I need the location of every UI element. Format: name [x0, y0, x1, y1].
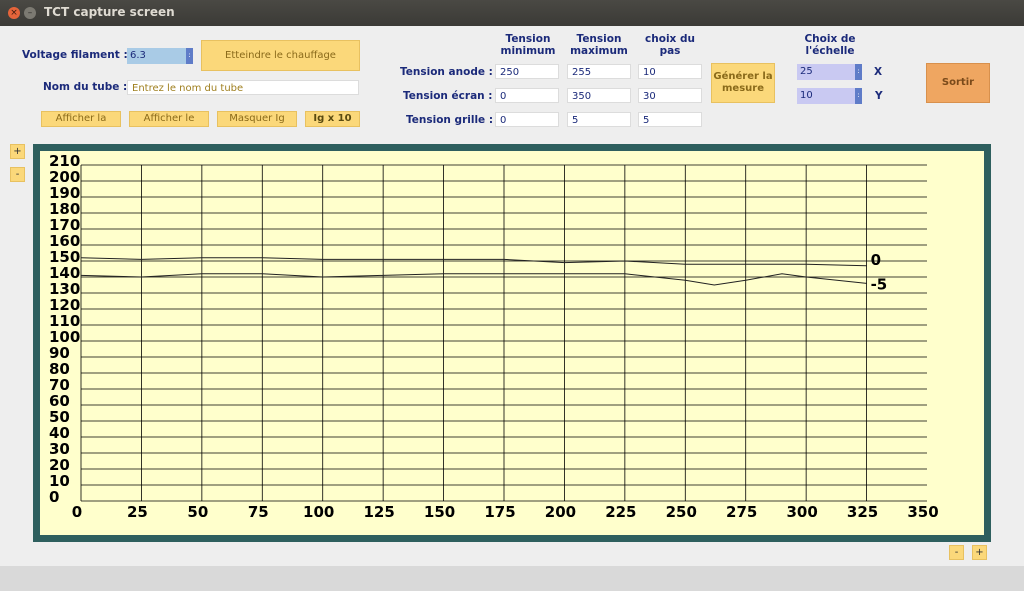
series-line-0	[80, 257, 867, 267]
y-tick-label: 20	[49, 456, 70, 474]
x-tick-label: 275	[726, 503, 757, 521]
scale-x-value: 25	[800, 66, 813, 77]
scale-x-spinner[interactable]: 25 :	[797, 64, 862, 80]
scale-header-line1: Choix de	[804, 33, 856, 45]
close-icon[interactable]: ×	[8, 7, 20, 19]
title-bar: × – TCT capture screen	[0, 0, 1024, 26]
filament-value: 6.3	[130, 50, 146, 61]
y-tick-label: 200	[49, 168, 80, 186]
filament-label: Voltage filament :	[22, 49, 128, 61]
y-tick-label: 120	[49, 296, 80, 314]
chart-area: 210 200 190 180 170 160 150 140 130 120 110 100 90 80…	[40, 151, 984, 535]
y-tick-label: 40	[49, 424, 70, 442]
x-tick-label: 50	[187, 503, 208, 521]
scale-x-label: X	[874, 66, 883, 78]
window-title: TCT capture screen	[44, 5, 175, 19]
x-tick-label: 25	[127, 503, 148, 521]
header-tension-max: Tension maximum	[567, 33, 631, 57]
y-tick-label: 30	[49, 440, 70, 458]
y-tick-label: 10	[49, 472, 70, 490]
chart-svg: 2102001901801701601501401301201101009080…	[49, 152, 939, 521]
zoom-in-horizontal-button[interactable]: +	[972, 545, 987, 560]
afficher-la-button[interactable]: Afficher la	[41, 111, 121, 127]
grille-max-input[interactable]: 5	[567, 112, 631, 127]
anode-step-input[interactable]: 10	[638, 64, 702, 79]
y-tick-label: 100	[49, 328, 80, 346]
y-tick-label: 210	[49, 152, 80, 170]
y-tick-label: 60	[49, 392, 70, 410]
generate-line2: mesure	[722, 83, 764, 94]
x-tick-label: 175	[484, 503, 515, 521]
grille-step-input[interactable]: 5	[638, 112, 702, 127]
zoom-in-vertical-button[interactable]: +	[10, 144, 25, 159]
y-tick-label: 80	[49, 360, 70, 378]
header-pas-line1: choix du	[645, 33, 695, 45]
status-bar	[0, 566, 1024, 591]
x-tick-label: 300	[786, 503, 817, 521]
series-label-0: 0	[871, 251, 881, 269]
header-pas-line2: pas	[659, 45, 681, 57]
scale-y-value: 10	[800, 90, 813, 101]
series-label-1: -5	[871, 275, 888, 293]
header-scale: Choix de l'échelle	[790, 33, 870, 57]
filament-spinner[interactable]: 6.3 :	[127, 48, 193, 64]
zoom-out-horizontal-button[interactable]: -	[949, 545, 964, 560]
spinner-arrows-icon[interactable]: :	[855, 88, 862, 104]
y-tick-label: 90	[49, 344, 70, 362]
ecran-step-input[interactable]: 30	[638, 88, 702, 103]
anode-max-input[interactable]: 255	[567, 64, 631, 79]
tube-label: Nom du tube :	[43, 81, 128, 93]
x-tick-label: 225	[605, 503, 636, 521]
afficher-le-button[interactable]: Afficher le	[129, 111, 209, 127]
grille-min-input[interactable]: 0	[495, 112, 559, 127]
y-tick-label: 170	[49, 216, 80, 234]
y-tick-label: 180	[49, 200, 80, 218]
anode-min-input[interactable]: 250	[495, 64, 559, 79]
header-choix-pas: choix du pas	[638, 33, 702, 57]
exit-button[interactable]: Sortir	[926, 63, 990, 103]
scale-y-spinner[interactable]: 10 :	[797, 88, 862, 104]
y-tick-label: 0	[49, 488, 59, 506]
header-min-line1: Tension	[505, 33, 551, 45]
ecran-max-input[interactable]: 350	[567, 88, 631, 103]
x-tick-label: 150	[424, 503, 455, 521]
y-tick-label: 160	[49, 232, 80, 250]
y-tick-label: 190	[49, 184, 80, 202]
series-line-1	[80, 273, 867, 286]
generate-measure-button[interactable]: Générer la mesure	[711, 63, 775, 103]
x-tick-label: 200	[545, 503, 576, 521]
zoom-out-vertical-button[interactable]: -	[10, 167, 25, 182]
y-tick-label: 150	[49, 248, 80, 266]
x-tick-label: 75	[248, 503, 269, 521]
header-max-line1: Tension	[576, 33, 622, 45]
header-tension-min: Tension minimum	[496, 33, 560, 57]
masquer-ig-button[interactable]: Masquer Ig	[217, 111, 297, 127]
ig-x10-button[interactable]: Ig x 10	[305, 111, 360, 127]
y-tick-label: 70	[49, 376, 70, 394]
heating-off-button[interactable]: Etteindre le chauffage	[201, 40, 360, 71]
y-tick-label: 140	[49, 264, 80, 282]
ecran-label: Tension écran :	[403, 90, 493, 102]
ecran-min-input[interactable]: 0	[495, 88, 559, 103]
y-tick-label: 110	[49, 312, 80, 330]
x-tick-label: 250	[666, 503, 697, 521]
y-tick-label: 130	[49, 280, 80, 298]
scale-y-label: Y	[875, 90, 883, 102]
generate-line1: Générer la	[713, 71, 773, 82]
x-tick-label: 350	[907, 503, 938, 521]
header-min-line2: minimum	[500, 45, 556, 57]
x-tick-label: 0	[72, 503, 82, 521]
y-tick-label: 50	[49, 408, 70, 426]
scale-header-line2: l'échelle	[805, 45, 855, 57]
x-tick-label: 100	[303, 503, 334, 521]
tube-name-input[interactable]: Entrez le nom du tube	[127, 80, 359, 95]
anode-label: Tension anode :	[400, 66, 493, 78]
x-tick-label: 325	[847, 503, 878, 521]
x-tick-label: 125	[363, 503, 394, 521]
grille-label: Tension grille :	[406, 114, 494, 126]
header-max-line2: maximum	[570, 45, 628, 57]
minimize-icon[interactable]: –	[24, 7, 36, 19]
spinner-arrows-icon[interactable]: :	[186, 48, 193, 64]
spinner-arrows-icon[interactable]: :	[855, 64, 862, 80]
